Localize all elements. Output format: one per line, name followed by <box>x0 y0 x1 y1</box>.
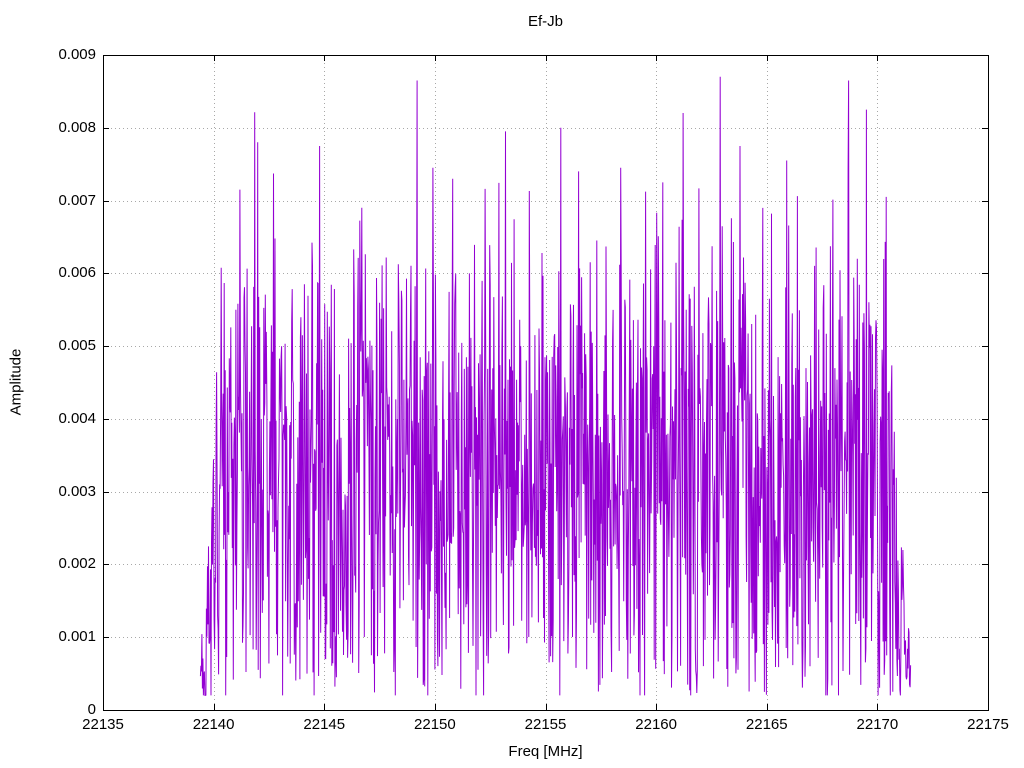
y-tick-label: 0.008 <box>58 118 96 136</box>
y-tick-label: 0.004 <box>58 409 96 427</box>
x-tick-label: 22155 <box>524 716 567 733</box>
y-tick-label: 0 <box>87 701 96 718</box>
y-tick-label: 0.003 <box>58 482 96 500</box>
data-series <box>199 76 912 696</box>
x-tick-label: 22145 <box>303 716 346 733</box>
x-axis-label: Freq [MHz] <box>508 743 583 760</box>
x-tick-label: 22165 <box>745 716 788 733</box>
x-tick-label: 22170 <box>856 716 899 733</box>
chart-title: Ef-Jb <box>527 13 563 30</box>
y-tick-label: 0.006 <box>58 264 96 282</box>
x-tick-label: 22140 <box>192 716 235 733</box>
y-tick-label: 0.009 <box>58 46 96 63</box>
y-tick-label: 0.001 <box>58 628 96 646</box>
x-tick-label: 22175 <box>967 716 1009 733</box>
x-tick-label: 22150 <box>414 716 456 733</box>
y-tick-label: 0.005 <box>58 337 96 355</box>
x-tick-label: 22160 <box>635 716 677 733</box>
y-tick-label: 0.007 <box>58 191 96 209</box>
y-tick-label: 0.002 <box>58 555 96 573</box>
tick-marks <box>103 55 989 711</box>
signal-trace <box>199 76 912 696</box>
x-tick-label: 22135 <box>82 716 124 733</box>
